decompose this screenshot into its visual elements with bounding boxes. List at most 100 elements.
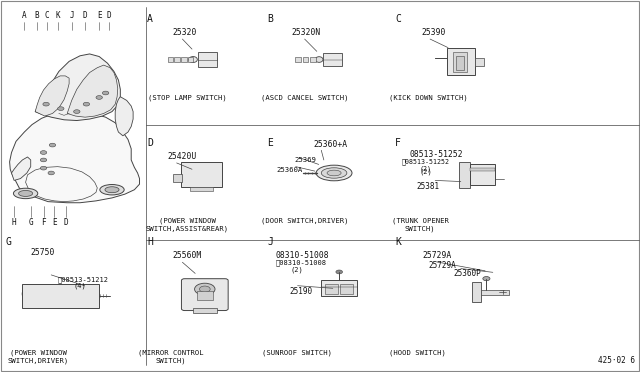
Text: (2): (2) xyxy=(291,266,303,273)
Text: (POWER WINDOW
SWITCH,DRIVER): (POWER WINDOW SWITCH,DRIVER) xyxy=(8,350,69,364)
Circle shape xyxy=(214,165,218,167)
Ellipse shape xyxy=(321,168,347,178)
Text: A: A xyxy=(22,12,27,20)
Circle shape xyxy=(48,171,54,175)
Text: E: E xyxy=(97,12,102,20)
Text: G: G xyxy=(28,218,33,227)
Bar xyxy=(196,292,213,300)
Text: F: F xyxy=(395,138,401,148)
Text: Ⓝ08310-51008: Ⓝ08310-51008 xyxy=(275,260,326,266)
Circle shape xyxy=(200,286,210,292)
Circle shape xyxy=(74,110,80,113)
Text: Ⓝ08513-51212: Ⓝ08513-51212 xyxy=(58,276,109,283)
Bar xyxy=(481,290,509,295)
Bar xyxy=(190,187,213,191)
Circle shape xyxy=(483,276,490,281)
Text: 08513-51252: 08513-51252 xyxy=(410,150,463,159)
Ellipse shape xyxy=(316,57,323,62)
Bar xyxy=(470,164,495,185)
Bar xyxy=(456,56,465,70)
Bar xyxy=(174,57,180,62)
Bar xyxy=(193,308,217,312)
Text: (2): (2) xyxy=(419,165,431,171)
Circle shape xyxy=(96,96,102,99)
Text: (HOOD SWITCH): (HOOD SWITCH) xyxy=(389,350,446,356)
Bar xyxy=(472,282,481,302)
Text: E: E xyxy=(52,218,57,227)
Text: C: C xyxy=(44,12,49,20)
Ellipse shape xyxy=(22,287,38,301)
Bar xyxy=(340,284,353,294)
Bar xyxy=(295,57,301,62)
Text: B: B xyxy=(268,14,273,24)
Text: (TRUNK OPENER
SWITCH): (TRUNK OPENER SWITCH) xyxy=(392,218,449,232)
Text: B: B xyxy=(35,12,40,20)
Text: G: G xyxy=(5,237,11,247)
Ellipse shape xyxy=(333,56,341,64)
Text: K: K xyxy=(55,12,60,20)
Text: (2): (2) xyxy=(419,168,432,174)
Text: 425·02 6: 425·02 6 xyxy=(598,356,635,365)
Bar xyxy=(470,168,495,171)
Bar xyxy=(447,48,475,75)
Text: 25729A: 25729A xyxy=(422,251,452,260)
Circle shape xyxy=(102,91,109,95)
Text: (MIRROR CONTROL
SWITCH): (MIRROR CONTROL SWITCH) xyxy=(138,350,204,364)
Ellipse shape xyxy=(189,57,197,62)
Bar xyxy=(168,57,173,62)
Circle shape xyxy=(40,158,47,162)
Circle shape xyxy=(499,291,506,294)
Text: D: D xyxy=(83,12,88,20)
Bar xyxy=(453,52,467,72)
Polygon shape xyxy=(115,97,133,136)
Text: (4): (4) xyxy=(74,283,86,289)
Text: (ASCD CANCEL SWITCH): (ASCD CANCEL SWITCH) xyxy=(261,95,349,101)
Ellipse shape xyxy=(211,55,217,64)
Text: 25750: 25750 xyxy=(31,248,55,257)
Circle shape xyxy=(40,166,47,170)
Ellipse shape xyxy=(105,187,119,193)
Circle shape xyxy=(336,270,342,274)
Bar xyxy=(303,57,308,62)
Circle shape xyxy=(40,151,47,154)
Circle shape xyxy=(195,283,215,295)
Bar xyxy=(459,162,470,187)
Ellipse shape xyxy=(316,165,352,181)
Text: 25390: 25390 xyxy=(421,28,445,37)
Text: C: C xyxy=(395,14,401,24)
Text: K: K xyxy=(395,237,401,247)
Bar xyxy=(323,53,342,66)
Circle shape xyxy=(486,165,492,168)
Ellipse shape xyxy=(190,165,213,174)
Bar xyxy=(173,174,182,182)
Text: 25369: 25369 xyxy=(294,157,316,163)
Bar xyxy=(22,284,99,308)
Circle shape xyxy=(186,165,189,167)
Text: E: E xyxy=(268,138,273,148)
Text: D: D xyxy=(63,218,68,227)
Text: 25320N: 25320N xyxy=(291,28,321,37)
Bar xyxy=(310,57,316,62)
Text: 25190: 25190 xyxy=(289,287,312,296)
Bar xyxy=(475,58,484,66)
Text: (STOP LAMP SWITCH): (STOP LAMP SWITCH) xyxy=(148,95,227,101)
Text: 25360A: 25360A xyxy=(276,167,303,173)
Text: H: H xyxy=(147,237,153,247)
Bar xyxy=(181,57,186,62)
Text: H: H xyxy=(12,218,17,227)
Text: (DOOR SWITCH,DRIVER): (DOOR SWITCH,DRIVER) xyxy=(261,218,349,224)
Ellipse shape xyxy=(67,287,83,301)
Text: J: J xyxy=(268,237,273,247)
Text: 25360P: 25360P xyxy=(453,269,481,278)
Text: (SUNROOF SWITCH): (SUNROOF SWITCH) xyxy=(262,350,332,356)
Text: (POWER WINDOW
SWITCH,ASSIST&REAR): (POWER WINDOW SWITCH,ASSIST&REAR) xyxy=(146,218,229,232)
Circle shape xyxy=(49,143,56,147)
Polygon shape xyxy=(10,112,140,203)
Text: 25360+A: 25360+A xyxy=(314,140,348,149)
Ellipse shape xyxy=(327,170,341,176)
Text: 25381: 25381 xyxy=(416,182,439,191)
Circle shape xyxy=(43,102,49,106)
Text: 25420U: 25420U xyxy=(168,152,197,161)
Polygon shape xyxy=(35,54,120,121)
Polygon shape xyxy=(12,157,31,180)
